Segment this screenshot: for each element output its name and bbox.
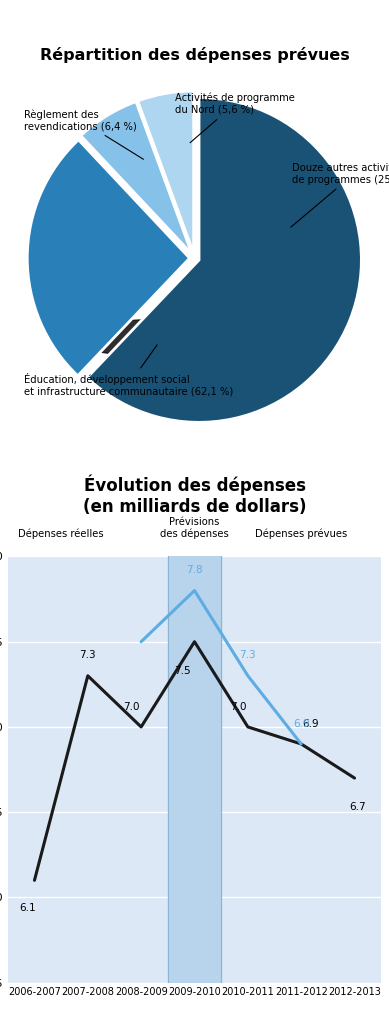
Text: Règlement des
revendications (6,4 %): Règlement des revendications (6,4 %) [24, 109, 144, 159]
Text: 7.3: 7.3 [79, 650, 96, 660]
Wedge shape [27, 140, 189, 376]
Text: Prévisions
des dépenses: Prévisions des dépenses [160, 518, 229, 539]
Title: Répartition des dépenses prévues: Répartition des dépenses prévues [40, 48, 349, 64]
Text: 6.7: 6.7 [349, 802, 366, 812]
Text: 6.9: 6.9 [303, 718, 319, 728]
Text: 7.0: 7.0 [230, 702, 247, 711]
Text: 6.9: 6.9 [293, 718, 310, 728]
Ellipse shape [64, 318, 325, 359]
Text: 6.1: 6.1 [20, 903, 36, 913]
Text: Douze autres activités
de programmes (25,9 %): Douze autres activités de programmes (25… [291, 163, 389, 227]
Text: 7.8: 7.8 [186, 565, 203, 575]
Text: 7.3: 7.3 [240, 650, 256, 660]
Wedge shape [87, 97, 361, 422]
Text: Dépenses réelles: Dépenses réelles [18, 529, 104, 539]
Title: Évolution des dépenses
(en milliards de dollars): Évolution des dépenses (en milliards de … [83, 475, 306, 516]
Bar [168, 556, 221, 983]
Wedge shape [138, 91, 194, 253]
Text: 7.0: 7.0 [123, 702, 140, 711]
Text: Dépenses prévues: Dépenses prévues [255, 529, 347, 539]
Text: Éducation, développement social
et infrastructure communautaire (62,1 %): Éducation, développement social et infra… [24, 344, 233, 397]
Wedge shape [81, 101, 192, 254]
Text: 7.5: 7.5 [174, 666, 191, 676]
Text: Activités de programme
du Nord (5,6 %): Activités de programme du Nord (5,6 %) [175, 93, 295, 143]
